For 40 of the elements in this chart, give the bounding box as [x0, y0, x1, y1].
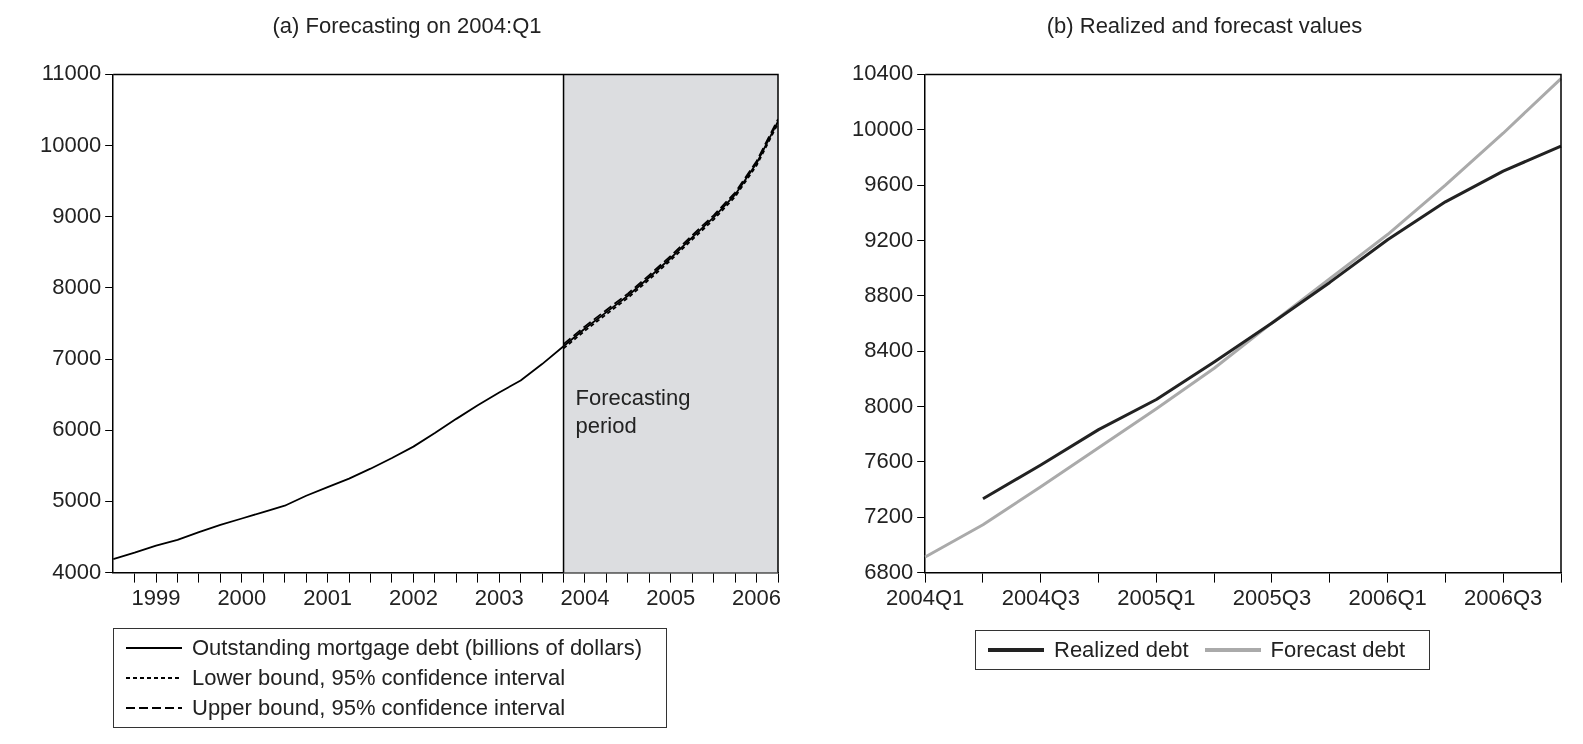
y-tick-label: 6000 [52, 416, 102, 442]
x-tick-label: 2006Q1 [1348, 584, 1427, 610]
x-tick-label: 2006 [732, 584, 782, 610]
legend-label: Realized debt [1054, 636, 1189, 664]
y-tick-label: 8000 [864, 392, 914, 418]
y-tick-label: 9600 [864, 171, 914, 197]
y-tick-label: 7600 [864, 447, 914, 473]
y-tick-label: 7000 [52, 345, 102, 371]
legend-label: Forecast debt [1270, 636, 1406, 664]
x-tick-label: 2006Q3 [1464, 584, 1543, 610]
y-tick-label: 9000 [52, 202, 102, 228]
x-tick-label: 1999 [131, 584, 181, 610]
legend-label: Outstanding mortgage debt (billions of dollars) [192, 634, 643, 662]
x-tick-label: 2004Q1 [886, 584, 965, 610]
y-tick-label: 8400 [864, 337, 914, 363]
y-tick-label: 8000 [52, 273, 102, 299]
band-label: Forecasting period [575, 385, 691, 439]
y-tick-label: 9200 [864, 226, 914, 252]
y-tick-label: 8800 [864, 281, 914, 307]
x-tick-label: 2002 [388, 584, 438, 610]
y-tick-label: 6800 [864, 558, 914, 584]
legend-label: Lower bound, 95% confidence interval [192, 664, 566, 692]
y-tick-label: 10000 [39, 131, 102, 157]
x-tick-label: 2005 [646, 584, 696, 610]
x-tick-label: 2004 [560, 584, 610, 610]
legend-label: Upper bound, 95% confidence interval [192, 694, 566, 722]
chart-title: (b) Realized and forecast values [1046, 13, 1363, 39]
chart-title: (a) Forecasting on 2004:Q1 [272, 13, 542, 39]
y-tick-label: 10400 [851, 60, 914, 86]
y-tick-label: 7200 [864, 503, 914, 529]
x-tick-label: 2004Q3 [1001, 584, 1080, 610]
x-tick-label: 2005Q3 [1232, 584, 1312, 610]
x-tick-label: 2001 [303, 584, 353, 610]
y-tick-label: 5000 [52, 487, 102, 513]
x-tick-label: 2003 [474, 584, 524, 610]
y-tick-label: 10000 [851, 115, 914, 141]
y-tick-label: 11000 [41, 60, 102, 86]
x-tick-label: 2000 [217, 584, 267, 610]
x-tick-label: 2005Q1 [1117, 584, 1196, 610]
y-tick-label: 4000 [52, 558, 102, 584]
